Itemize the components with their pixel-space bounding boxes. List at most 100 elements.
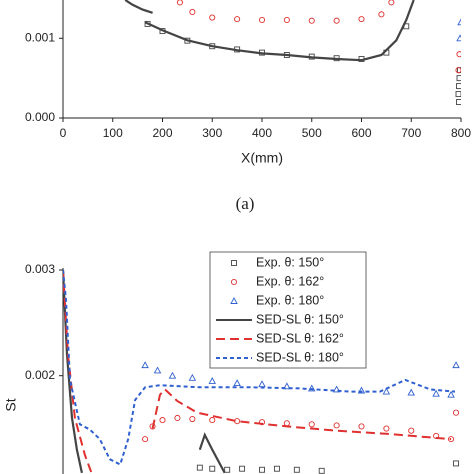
caption: (a) (236, 194, 255, 213)
marker (403, 23, 410, 30)
marker (208, 377, 217, 384)
legend-label: SED-SL θ: 162° (256, 331, 344, 345)
marker (189, 415, 196, 423)
legend-label: Exp. θ: 162° (256, 274, 324, 288)
y-tick-label: 0.003 (25, 262, 55, 276)
marker (159, 417, 166, 424)
marker (455, 91, 461, 98)
y-tick-label: 0.001 (25, 30, 55, 44)
x-axis-label: X(mm) (241, 150, 283, 166)
marker (318, 467, 325, 474)
marker (209, 43, 216, 50)
marker (453, 460, 459, 467)
marker (142, 436, 149, 443)
marker (231, 260, 237, 266)
marker (258, 16, 266, 23)
series-line (144, 0, 415, 62)
series-line (63, 269, 226, 474)
marker (333, 422, 340, 429)
marker (383, 425, 390, 432)
marker (273, 465, 280, 472)
x-tick-label: 100 (103, 126, 123, 140)
y-tick-label: 0.000 (25, 110, 55, 124)
marker (382, 387, 391, 395)
marker (234, 46, 241, 53)
x-tick-label: 200 (152, 126, 172, 140)
plot-area (63, 269, 460, 474)
marker (332, 385, 341, 393)
series-line (63, 269, 456, 466)
marker (333, 17, 340, 24)
marker (457, 18, 461, 26)
marker (308, 53, 315, 60)
marker (230, 278, 238, 286)
legend-label: SED-SL θ: 180° (256, 350, 344, 364)
plot-area (124, 0, 461, 106)
series-line (124, 0, 153, 14)
marker (209, 14, 216, 21)
marker (432, 389, 440, 397)
marker (153, 366, 162, 374)
marker (168, 371, 177, 379)
legend-label: Exp. θ: 150° (256, 255, 324, 269)
marker (283, 420, 290, 427)
marker (258, 380, 266, 388)
marker (176, 0, 183, 6)
legend-box (209, 251, 367, 369)
marker (259, 49, 265, 56)
legend-label: SED-SL θ: 150° (256, 312, 344, 326)
x-tick-label: 800 (451, 126, 471, 140)
series-line (63, 269, 452, 474)
x-tick-label: 500 (302, 126, 322, 140)
marker (358, 16, 365, 23)
marker (357, 386, 366, 394)
marker (189, 8, 196, 16)
marker (159, 28, 166, 35)
x-tick-label: 400 (252, 126, 272, 140)
marker (209, 465, 216, 472)
marker (239, 465, 246, 472)
marker (456, 34, 461, 42)
marker (358, 423, 365, 430)
legend: Exp. θ: 150° Exp. θ: 162° Exp. θ: 180° SED-… (209, 251, 367, 369)
y-axis-label: St (3, 398, 19, 411)
marker (234, 16, 241, 23)
marker (455, 67, 461, 74)
marker (383, 49, 390, 56)
marker (184, 37, 191, 44)
marker (333, 55, 340, 62)
marker (230, 297, 238, 304)
marker (224, 466, 231, 473)
marker (378, 11, 385, 18)
marker (456, 99, 461, 106)
marker (456, 51, 461, 58)
marker (188, 373, 197, 381)
y-tick-label: 0.002 (25, 368, 55, 382)
x-tick-label: 600 (351, 126, 371, 140)
marker (149, 423, 156, 430)
x-tick-label: 300 (202, 126, 222, 140)
marker (447, 436, 455, 443)
marker (447, 390, 455, 398)
marker (144, 20, 151, 27)
marker (283, 52, 290, 58)
marker (141, 361, 149, 369)
marker (308, 421, 315, 428)
marker (456, 83, 461, 90)
marker (408, 427, 415, 434)
marker (452, 409, 460, 416)
marker (174, 414, 181, 422)
marker (456, 75, 461, 82)
marker (233, 379, 241, 387)
marker (388, 0, 395, 6)
legend-label: Exp. θ: 180° (256, 293, 324, 307)
marker (209, 417, 216, 424)
x-tick-label: 0 (60, 126, 67, 140)
marker (283, 382, 291, 390)
marker (283, 16, 290, 23)
marker (259, 466, 265, 473)
marker (293, 466, 300, 473)
marker (407, 388, 416, 396)
marker (196, 464, 203, 471)
